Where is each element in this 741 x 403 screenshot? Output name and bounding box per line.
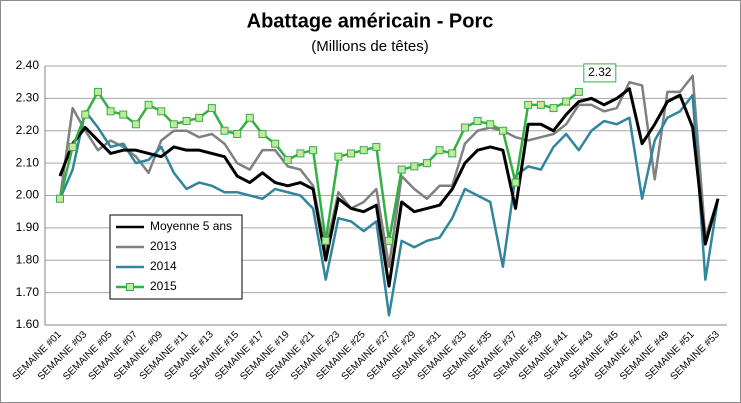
data-label-box <box>583 63 617 83</box>
series-line <box>58 93 720 317</box>
legend-label: 2015 <box>150 279 177 293</box>
marker <box>296 149 305 158</box>
marker <box>359 146 368 155</box>
marker <box>448 149 457 158</box>
marker <box>144 100 153 109</box>
marker <box>460 123 469 132</box>
marker <box>524 100 533 109</box>
marker <box>93 87 102 96</box>
marker <box>486 120 495 129</box>
marker <box>347 149 356 158</box>
marker <box>68 142 77 151</box>
chart-subtitle: (Millions de têtes) <box>311 38 429 55</box>
y-tick-label: 2.10 <box>16 155 40 169</box>
y-tick-label: 1.80 <box>16 252 40 266</box>
marker <box>182 117 191 126</box>
marker <box>549 104 558 113</box>
marker <box>119 110 128 119</box>
marker <box>498 126 507 135</box>
marker <box>410 162 419 171</box>
marker <box>397 165 406 174</box>
marker <box>562 97 571 106</box>
legend-label: 2014 <box>150 259 177 273</box>
marker <box>220 126 229 135</box>
legend-marker <box>126 283 134 291</box>
y-tick-label: 2.20 <box>16 123 40 137</box>
marker <box>233 129 242 138</box>
series-line <box>58 74 720 268</box>
data-label: 2.32 <box>588 65 612 79</box>
marker <box>271 139 280 148</box>
y-tick-label: 1.70 <box>16 285 40 299</box>
legend-label: 2013 <box>150 239 177 253</box>
y-tick-label: 2.40 <box>16 58 40 72</box>
marker <box>157 107 166 116</box>
marker <box>309 146 318 155</box>
marker <box>245 113 254 122</box>
marker <box>169 120 178 129</box>
marker <box>195 113 204 122</box>
marker <box>536 100 545 109</box>
legend-label: Moyenne 5 ans <box>150 219 232 233</box>
marker <box>422 159 431 168</box>
marker <box>131 120 140 129</box>
marker <box>207 104 216 113</box>
marker <box>258 129 267 138</box>
marker <box>321 236 330 245</box>
marker <box>511 178 520 187</box>
marker <box>106 107 115 116</box>
marker <box>81 110 90 119</box>
marker <box>334 152 343 161</box>
marker <box>473 117 482 126</box>
y-tick-label: 1.60 <box>16 317 40 331</box>
y-tick-label: 1.90 <box>16 220 40 234</box>
marker <box>574 87 583 96</box>
marker <box>372 142 381 151</box>
series-line <box>58 87 720 288</box>
marker <box>56 194 64 203</box>
chart-title: Abattage américain - Porc <box>247 10 494 32</box>
marker <box>435 146 444 155</box>
marker <box>283 155 292 164</box>
marker <box>385 236 393 245</box>
y-tick-label: 2.00 <box>16 188 40 202</box>
y-tick-label: 2.30 <box>16 91 40 105</box>
